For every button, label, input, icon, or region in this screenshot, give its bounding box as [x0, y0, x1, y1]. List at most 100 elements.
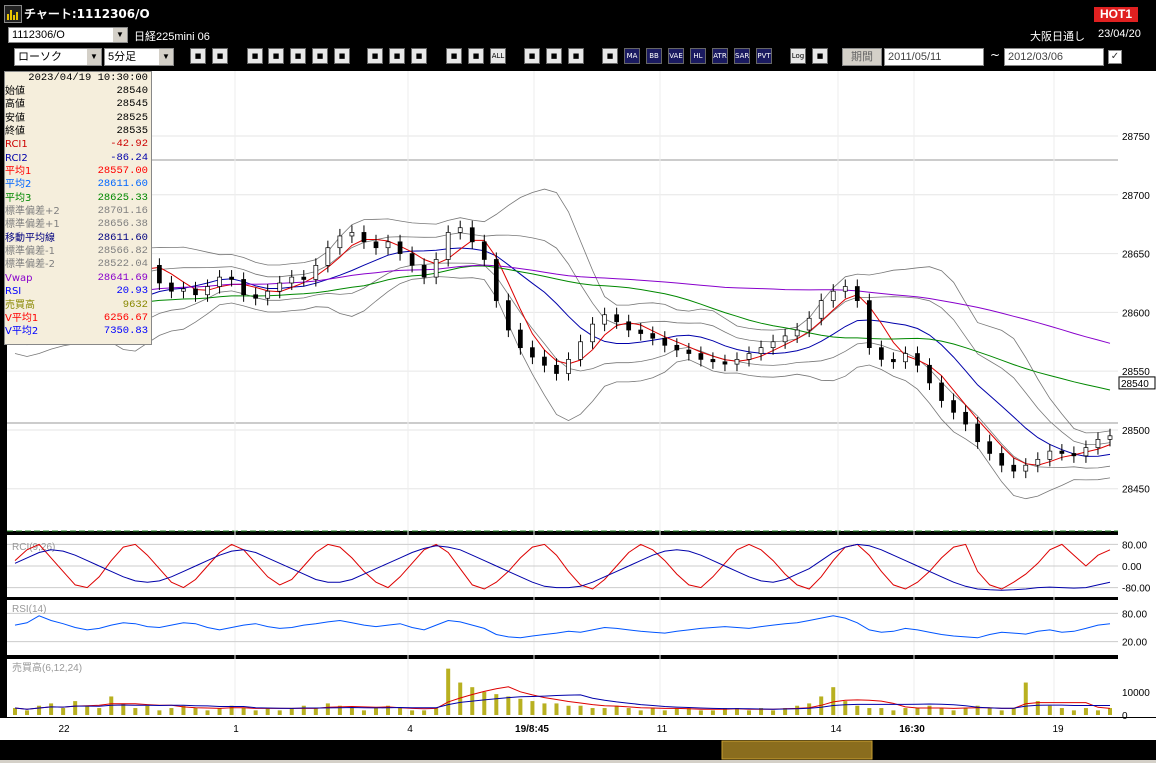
candle-body [554, 364, 559, 374]
volume-bar [325, 703, 330, 715]
price-tick-label: 28600 [1122, 308, 1150, 319]
candle-b-button[interactable]: ■ [468, 48, 484, 64]
info-row: 安値 28525 [5, 112, 151, 125]
candle-body [409, 253, 415, 266]
info-row-label: 安値 [5, 112, 25, 124]
candle-a-button[interactable]: ■ [446, 48, 462, 64]
crosshair-button[interactable]: ■ [212, 48, 228, 64]
info-row: 標準偏差-1 28566.82 [5, 245, 151, 258]
rsi-tick-label: 20.00 [1122, 638, 1147, 649]
period-button[interactable]: 期間 [842, 48, 882, 66]
volume-bar [434, 708, 439, 715]
volume-bar [410, 710, 415, 715]
chart-area[interactable]: 28750 28700 28650 28600 28550 28500 28450 28540… [0, 69, 1156, 760]
volume-bar [337, 705, 342, 715]
chevron-down-icon[interactable]: ▼ [159, 49, 173, 65]
zoom-in-icon: ■ [194, 52, 202, 60]
current-date: 23/04/20 [1098, 28, 1141, 40]
chart-c-button[interactable]: ■ [334, 48, 350, 64]
volume-bar [1047, 705, 1052, 715]
volume-tick-label: 10000 [1122, 688, 1150, 699]
hot-badge[interactable]: HOT1 [1093, 7, 1138, 22]
settings-icon: ■ [528, 52, 536, 60]
pvt-button[interactable]: PVT [756, 48, 772, 64]
magnify-button[interactable]: ■ [268, 48, 284, 64]
date-from-value: 2011/05/11 [888, 51, 942, 63]
volume-bar [783, 708, 788, 715]
info-row-label: 標準偏差-2 [5, 259, 55, 271]
info-row-value: 28701.16 [97, 205, 148, 218]
atr-button[interactable]: ATR [712, 48, 728, 64]
app-chart-icon [4, 5, 22, 23]
chart-type-select[interactable]: ローソク ▼ [14, 48, 102, 66]
volume-bar [133, 708, 138, 715]
vwap-line [14, 264, 1111, 344]
candle-body [794, 329, 800, 337]
bb-button[interactable]: BB [646, 48, 662, 64]
undo-button[interactable]: ■ [411, 48, 427, 64]
draw-button[interactable]: ■ [546, 48, 562, 64]
volume-bar [446, 668, 451, 715]
export-button[interactable]: ■ [812, 48, 828, 64]
candle-body [650, 333, 656, 339]
zoom-in-button[interactable]: ■ [190, 48, 206, 64]
period-checkbox[interactable]: ✓ [1108, 50, 1122, 64]
candle-body [457, 227, 463, 233]
info-row-label: RCI1 [5, 139, 28, 151]
volume-bar [265, 708, 270, 715]
candle-body [734, 359, 740, 365]
volume-bar [301, 705, 306, 715]
navigator-thumb [721, 740, 873, 760]
interval-select[interactable]: 5分足 ▼ [104, 48, 174, 66]
chevron-down-icon[interactable]: ▼ [87, 49, 101, 65]
volume-bar [903, 708, 908, 715]
settings-button[interactable]: ■ [524, 48, 540, 64]
cursor-button[interactable]: ■ [389, 48, 405, 64]
date-to-input[interactable]: 2012/03/06 [1004, 48, 1104, 66]
volume-bar [542, 703, 547, 715]
time-axis-label: 19 [1052, 724, 1064, 735]
chart-b-button[interactable]: ■ [312, 48, 328, 64]
info-row-label: V平均1 [5, 312, 39, 324]
candle-body [313, 265, 319, 280]
candle-body [758, 347, 764, 354]
all-button[interactable]: ALL [490, 48, 506, 64]
session-name: 大阪日通し [1030, 31, 1085, 43]
candle-body [818, 300, 824, 319]
info-row: V平均1 6256.67 [5, 312, 151, 325]
candle-body [1095, 439, 1101, 448]
ma-button[interactable]: MA [624, 48, 640, 64]
hl-button[interactable]: HL [690, 48, 706, 64]
symbol-combobox[interactable]: 1112306/O ▼ [8, 27, 128, 43]
instrument-name: 日経225mini 06 [134, 31, 210, 43]
moving-average-line [14, 247, 1111, 457]
bollinger-band-line [14, 232, 1111, 446]
chevron-down-icon[interactable]: ▼ [113, 28, 127, 42]
candle-body [445, 232, 451, 260]
candle-body [1011, 464, 1017, 472]
volume-bar [807, 703, 812, 715]
log-button[interactable]: Log [790, 48, 806, 64]
color-button[interactable]: ■ [568, 48, 584, 64]
chart-b-icon: ■ [316, 52, 324, 60]
volume-bar [1083, 708, 1088, 715]
navigator-bar [0, 740, 1156, 760]
candle-body [421, 265, 427, 278]
sar-button[interactable]: SAR [734, 48, 750, 64]
chart-a-button[interactable]: ■ [290, 48, 306, 64]
candle-body [746, 353, 752, 360]
info-row-value: 7350.83 [103, 325, 148, 338]
chart-c-icon: ■ [338, 52, 346, 60]
volume-bar [169, 708, 174, 715]
volume-bar [422, 710, 427, 715]
download-button[interactable]: ■ [247, 48, 263, 64]
magnify-icon: ■ [272, 52, 280, 60]
grid-button[interactable]: ■ [602, 48, 618, 64]
chart-svg[interactable]: 28750 28700 28650 28600 28550 28500 28450 28540… [0, 69, 1156, 760]
vwap-button[interactable]: VAE [668, 48, 684, 64]
info-row-label: 終値 [5, 126, 25, 138]
volume-bar [614, 705, 619, 715]
date-from-input[interactable]: 2011/05/11 [884, 48, 984, 66]
pen-button[interactable]: ■ [367, 48, 383, 64]
rci1-line [14, 543, 1111, 590]
